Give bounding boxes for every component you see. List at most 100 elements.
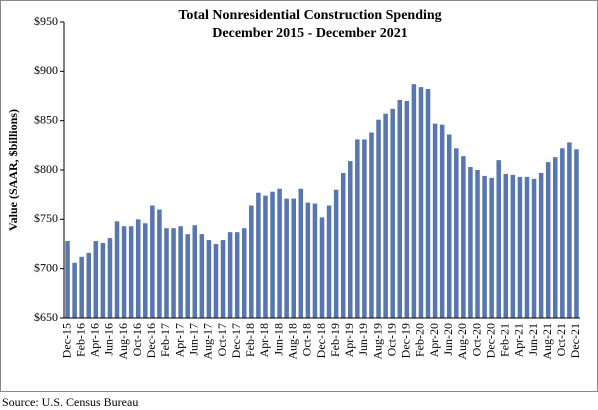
x-tick-label: Oct-20 bbox=[469, 323, 483, 356]
x-tick-label: Feb-21 bbox=[498, 323, 512, 357]
bar bbox=[270, 191, 275, 318]
bar bbox=[305, 202, 311, 318]
bar bbox=[432, 123, 438, 318]
bar bbox=[298, 188, 304, 318]
bar bbox=[249, 205, 254, 318]
x-tick-label: Aug-18 bbox=[285, 323, 299, 360]
bar bbox=[256, 192, 261, 318]
bar bbox=[552, 157, 558, 318]
bar bbox=[404, 100, 410, 318]
y-tick-label: $900 bbox=[34, 63, 58, 77]
bar bbox=[510, 174, 516, 318]
x-tick-label: Apr-19 bbox=[342, 323, 356, 357]
y-tick-label: $650 bbox=[34, 310, 58, 324]
x-tick-label: Feb-17 bbox=[158, 323, 172, 357]
bar bbox=[65, 241, 70, 318]
bar bbox=[79, 256, 84, 318]
x-tick-label: Apr-20 bbox=[427, 323, 441, 357]
bar bbox=[213, 244, 219, 318]
y-axis-label: Value (SAAR, $billions) bbox=[6, 109, 20, 231]
bar bbox=[560, 148, 565, 318]
bar bbox=[192, 225, 198, 318]
bar bbox=[369, 132, 374, 318]
x-tick-label: Aug-17 bbox=[201, 323, 215, 360]
x-tick-label: Jun-21 bbox=[526, 323, 540, 356]
chart-title: Total Nonresidential Construction Spendi… bbox=[178, 8, 441, 23]
x-tick-label: Dec-19 bbox=[399, 323, 413, 358]
x-tick-label: Aug-20 bbox=[455, 323, 469, 360]
y-tick-label: $800 bbox=[34, 162, 58, 176]
bar bbox=[86, 252, 92, 318]
bar bbox=[178, 226, 183, 318]
bar bbox=[100, 243, 106, 318]
bar bbox=[468, 167, 473, 318]
bar bbox=[234, 232, 240, 318]
bar bbox=[461, 156, 466, 318]
x-tick-label: Aug-16 bbox=[116, 323, 130, 360]
bar bbox=[227, 232, 233, 318]
chart-subtitle: December 2015 - December 2021 bbox=[212, 26, 407, 41]
x-tick-label: Dec-18 bbox=[314, 323, 328, 358]
bar bbox=[319, 217, 325, 318]
x-tick-label: Apr-18 bbox=[257, 323, 271, 357]
x-tick-label: Apr-16 bbox=[88, 323, 102, 357]
bar bbox=[503, 173, 509, 318]
bar bbox=[390, 108, 395, 319]
bar bbox=[355, 139, 360, 318]
bar bbox=[517, 176, 523, 318]
y-tick-label: $700 bbox=[34, 260, 58, 274]
bar bbox=[326, 205, 332, 318]
bar bbox=[362, 139, 367, 318]
bar bbox=[383, 113, 388, 318]
bar bbox=[524, 176, 530, 318]
x-tick-label: Oct-21 bbox=[554, 323, 568, 356]
bar bbox=[312, 203, 318, 318]
bar bbox=[439, 124, 445, 318]
x-tick-label: Jun-20 bbox=[441, 323, 455, 356]
bar bbox=[574, 149, 579, 318]
bar bbox=[114, 221, 120, 318]
bar bbox=[164, 228, 169, 318]
x-tick-label: Dec-17 bbox=[229, 323, 243, 358]
x-tick-label: Feb-19 bbox=[328, 323, 342, 357]
bar bbox=[157, 209, 162, 318]
bar bbox=[531, 178, 537, 318]
bar bbox=[185, 234, 190, 318]
bar bbox=[446, 134, 452, 318]
bar bbox=[199, 234, 205, 318]
bar bbox=[489, 177, 494, 318]
bar bbox=[143, 223, 148, 318]
bar bbox=[206, 240, 212, 318]
bar bbox=[475, 170, 480, 318]
bar bbox=[340, 172, 346, 318]
x-tick-label: Jun-19 bbox=[356, 323, 370, 356]
x-tick-label: Dec-21 bbox=[568, 323, 582, 358]
y-tick-label: $850 bbox=[34, 112, 58, 126]
x-tick-label: Dec-20 bbox=[483, 323, 497, 358]
x-tick-label: Feb-16 bbox=[73, 323, 87, 357]
y-tick-label: $950 bbox=[34, 14, 58, 28]
bar bbox=[333, 189, 339, 318]
bar bbox=[263, 195, 268, 318]
x-tick-label: Jun-16 bbox=[102, 323, 116, 356]
bar bbox=[72, 262, 77, 318]
bar bbox=[121, 226, 127, 318]
x-tick-label: Oct-16 bbox=[130, 323, 144, 356]
x-tick-label: Dec-16 bbox=[144, 323, 158, 358]
bar bbox=[241, 228, 247, 318]
x-tick-label: Jun-17 bbox=[187, 323, 201, 356]
bar bbox=[107, 238, 113, 318]
bar bbox=[454, 148, 459, 318]
bar bbox=[411, 84, 417, 318]
x-tick-label: Oct-18 bbox=[300, 323, 314, 356]
bar bbox=[277, 188, 282, 318]
bar bbox=[291, 198, 296, 318]
bar bbox=[418, 87, 424, 319]
x-tick-label: Aug-19 bbox=[370, 323, 384, 360]
bar bbox=[220, 240, 226, 318]
bar bbox=[171, 228, 176, 318]
y-tick-label: $750 bbox=[34, 211, 58, 225]
bar bbox=[496, 160, 501, 318]
x-tick-label: Apr-21 bbox=[512, 323, 526, 357]
